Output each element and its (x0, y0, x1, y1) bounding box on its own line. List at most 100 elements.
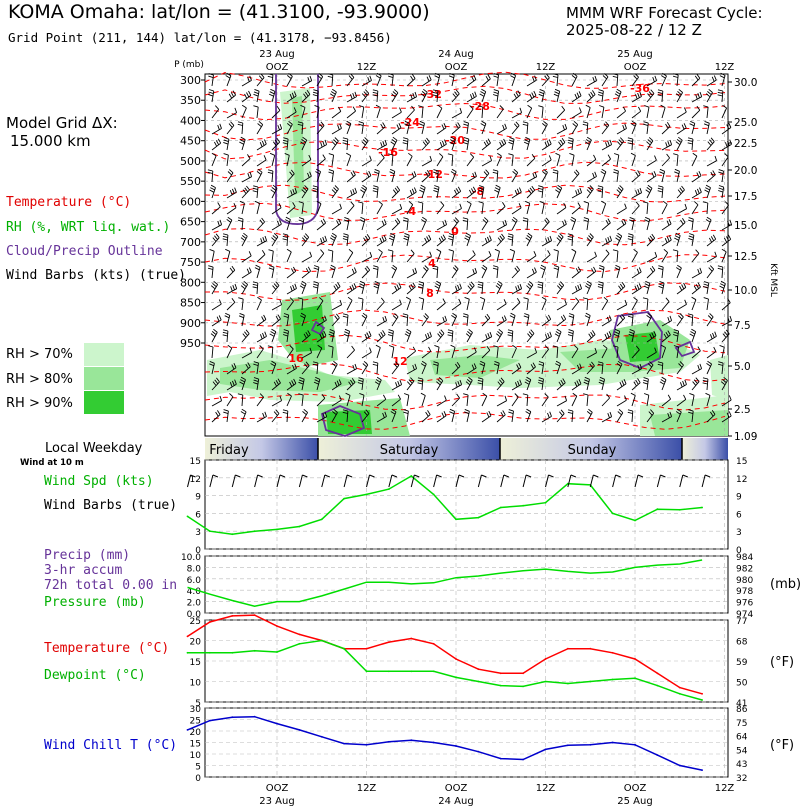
upper-wind-barb-532 (300, 312, 306, 327)
wind-barb-shaft (481, 78, 491, 87)
wind-barb-flag (270, 363, 276, 367)
wind-barb-shaft (571, 288, 582, 295)
wind-barb-flag (233, 203, 237, 208)
wind-barb-shaft (496, 363, 500, 375)
wind-barb-flag (277, 125, 280, 131)
wind-barb-flag (244, 187, 249, 193)
wind-barb-shaft (706, 107, 709, 119)
wind-barb-flag (293, 91, 297, 97)
wind-barb-flag (627, 315, 633, 318)
wind-barb-shaft (331, 331, 335, 343)
surface-wind-barb-4 (254, 474, 263, 488)
wind-barb-shaft (721, 266, 724, 279)
windchill-line-point-17 (544, 748, 547, 751)
wind-barb-flag (383, 394, 387, 400)
kft-tick-4: 17.5 (734, 191, 757, 203)
upper-wind-barb-402 (448, 249, 454, 263)
wind-barb-flag (259, 219, 264, 225)
wind-barb-shaft (241, 284, 248, 295)
wind-barb-flag (474, 267, 478, 273)
wind-barb-flag (394, 285, 398, 291)
wind-barb-flag (408, 200, 413, 205)
wind-barb-flag (681, 185, 685, 191)
wind-barb-flag (261, 217, 265, 223)
wind-barb-flag (448, 233, 454, 236)
wind-barb-shaft (421, 256, 432, 263)
upper-wind-barb-458 (240, 280, 248, 295)
wind-barb-flag (426, 170, 431, 175)
wind-speed-line-point-16 (522, 504, 524, 507)
wind-barb-shaft (661, 362, 664, 375)
wind-barb-shaft (361, 202, 364, 215)
wind-barb-shaft (316, 158, 326, 167)
wind-barb-flag (517, 380, 520, 386)
wind-barb-flag (309, 75, 313, 81)
wind-barb-shaft (496, 303, 507, 311)
wind-barb-flag (350, 94, 353, 100)
panel-1-right-tick-4: 3 (736, 528, 742, 538)
upper-wind-barb-568 (316, 330, 327, 343)
upper-wind-barb-748 (390, 408, 397, 423)
wind-barb-shaft (436, 90, 439, 103)
upper-wind-barb-213 (241, 171, 253, 183)
wind-barb-flag (447, 153, 453, 156)
wind-barb-flag (633, 296, 638, 301)
wind-barb-flag (637, 170, 641, 175)
wind-barb-flag (294, 283, 297, 289)
upper-wind-barb-46 (361, 89, 370, 103)
upper-wind-barb-656 (586, 361, 595, 375)
upper-wind-barb-685 (496, 377, 505, 391)
wind-barb-flag (714, 331, 717, 337)
wind-barb-flag (588, 408, 593, 413)
temperature-contour-12 (204, 309, 726, 327)
wind-barb-flag (333, 187, 338, 192)
wind-barb-shaft (526, 203, 531, 215)
wind-barb-flag (262, 412, 265, 418)
wind-barb-flag (486, 313, 491, 319)
temperature-label-8: 8 (426, 287, 434, 300)
wind-barb-flag (659, 171, 665, 175)
wind-barb-flag (405, 296, 411, 300)
upper-wind-barb-242 (674, 168, 680, 183)
wind-barb-shaft (256, 363, 259, 375)
wind-barb-flag (508, 153, 514, 156)
upper-wind-barb-397 (376, 248, 383, 263)
wind-barb-shaft (496, 414, 506, 423)
wind-barb-shaft (346, 368, 357, 375)
upper-wind-barb-535 (342, 313, 349, 327)
wind-barb-flag (358, 121, 364, 124)
wind-barb-flag (463, 139, 469, 143)
wind-barb-shaft (466, 367, 477, 375)
wind-barb-flag (403, 137, 409, 140)
wind-barb-flag (466, 200, 472, 205)
upper-wind-barb-317 (226, 216, 233, 231)
wind-barb-flag (437, 104, 443, 109)
wind-barb-shaft (451, 330, 454, 343)
temperature-line-point-22 (656, 672, 659, 675)
wind-barb-flag (525, 379, 531, 383)
wind-barb-shaft (286, 251, 292, 263)
wind-barb-flag (364, 137, 369, 142)
wind-barb-shaft (721, 238, 731, 247)
wind-barb-flag (289, 297, 294, 302)
wind-barb-flag (234, 187, 237, 193)
wind-barb-flag (586, 411, 592, 415)
wind-barb-flag (657, 187, 663, 190)
wind-barb-shaft (406, 395, 410, 407)
wind-barb-flag (289, 171, 294, 176)
wind-barb-flag (257, 296, 262, 301)
wind-barb-shaft (586, 271, 597, 279)
wind-barb-shaft (676, 267, 682, 279)
upper-wind-barb-100 (644, 105, 650, 119)
wind-barb-flag (674, 171, 680, 175)
wind-barb-flag (548, 139, 552, 145)
page-title: KOMA Omaha: lat/lon = (41.3100, -93.9000… (8, 1, 430, 23)
wind-barb-flag (399, 107, 402, 113)
wind-barb-shaft (691, 381, 700, 391)
wind-barb-flag (479, 185, 485, 188)
wind-barb-flag (344, 331, 350, 335)
wind-barb-flag (245, 329, 250, 334)
upper-wind-barb-31 (661, 72, 667, 87)
wind-barb-flag (678, 315, 683, 320)
